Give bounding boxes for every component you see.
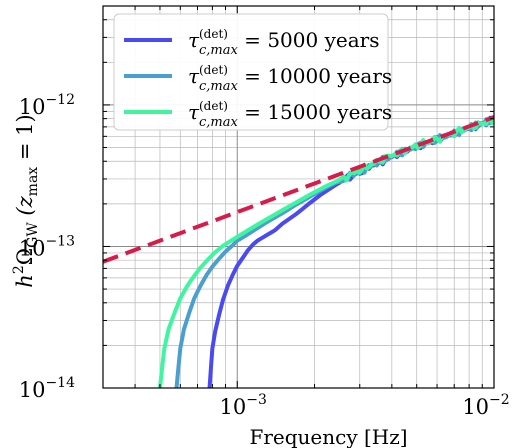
x-axis-label: Frequency [Hz] — [249, 425, 407, 448]
legend-box — [113, 13, 389, 131]
plot-area — [103, 115, 494, 388]
series-line-3 — [157, 116, 494, 388]
x-tick-label: 10−3 — [220, 392, 267, 419]
y-tick-label: 10−12 — [19, 92, 75, 119]
y-tick-label: 10−14 — [19, 375, 75, 402]
y-axis-label: h2ΩGW (zmax = 1) — [11, 114, 41, 287]
legend: τ(det) c,max = 5000 years τ(det) c,max = 10… — [113, 13, 392, 131]
tick-labels: 10−3 10−2 10−14 10−13 10−12 — [19, 92, 510, 419]
legend-label-2: τ(det) c,max = 10000 years — [188, 63, 392, 94]
x-tick-label: 10−2 — [462, 392, 509, 419]
axis-ticks — [102, 5, 495, 389]
plot-frame — [102, 5, 495, 389]
legend-label-1: τ(det) c,max = 5000 years — [188, 27, 379, 58]
y-tick-label: 10−13 — [19, 233, 75, 260]
reference-dashed-line — [103, 115, 494, 264]
legend-label-3: τ(det) c,max = 15000 years — [188, 99, 392, 130]
